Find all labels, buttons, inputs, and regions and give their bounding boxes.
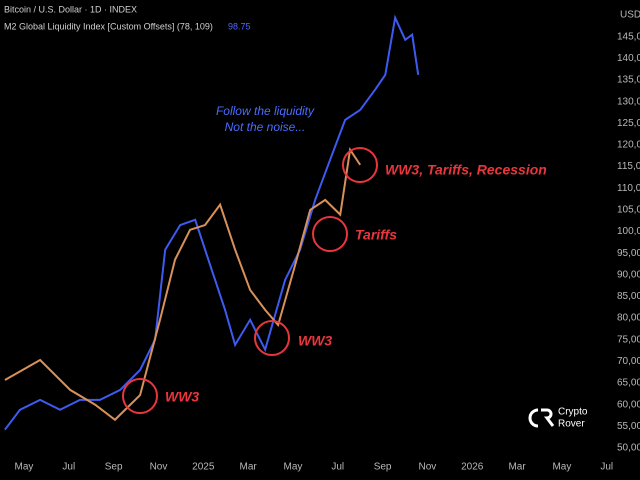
x-tick-label: May	[15, 462, 34, 473]
symbol: Bitcoin / U.S. Dollar · 1D · INDEX	[4, 4, 137, 14]
annotation: Tariffs	[355, 227, 397, 243]
y-tick-label: 115,000	[617, 161, 640, 172]
x-tick-label: Sep	[374, 462, 392, 473]
note: Follow the liquidity	[216, 104, 315, 118]
x-tick-label: Jul	[331, 462, 344, 473]
x-tick-label: 2026	[461, 462, 484, 473]
y-tick-label: 95,000	[617, 248, 640, 259]
x-tick-label: Jul	[62, 462, 75, 473]
y-tick-label: 145,000	[617, 31, 640, 42]
circles	[122, 147, 378, 414]
x-tick-label: Nov	[150, 462, 168, 473]
indicator: M2 Global Liquidity Index [Custom Offset…	[4, 21, 213, 31]
y-tick-label: 130,000	[617, 96, 640, 107]
y-tick-label: 70,000	[617, 356, 640, 367]
y-tick-label: 135,000	[617, 75, 640, 86]
y-tick-label: 80,000	[617, 313, 640, 324]
y-tick-label: 65,000	[617, 378, 640, 389]
x-tick-label: Jul	[600, 462, 613, 473]
note: Not the noise...	[225, 120, 306, 134]
x-tick-label: 2025	[192, 462, 215, 473]
logo-text: Crypto	[558, 407, 588, 418]
y-tick-label: 60,000	[617, 399, 640, 410]
x-tick-label: Mar	[508, 462, 526, 473]
annotation: WW3	[165, 389, 199, 405]
y-tick-label: 50,000	[617, 443, 640, 454]
x-tick-label: May	[552, 462, 571, 473]
series-line	[4, 147, 362, 422]
y-tick-label: 120,000	[617, 140, 640, 151]
y-tick-label: 75,000	[617, 334, 640, 345]
annotation: WW3	[298, 333, 332, 349]
indicator-value: 98.75	[228, 21, 251, 31]
y-tick-label: 55,000	[617, 421, 640, 432]
x-tick-label: Mar	[239, 462, 257, 473]
y-tick-label: 100,000	[617, 226, 640, 237]
x-tick-label: Sep	[105, 462, 123, 473]
currency: USD	[620, 10, 640, 21]
y-tick-label: 125,000	[617, 118, 640, 129]
series-line	[4, 14, 420, 431]
y-tick-label: 110,000	[617, 183, 640, 194]
y-tick-label: 105,000	[617, 205, 640, 216]
x-tick-label: May	[283, 462, 302, 473]
y-tick-label: 140,000	[617, 53, 640, 64]
y-tick-label: 90,000	[617, 269, 640, 280]
logo-text: Rover	[558, 419, 585, 430]
annotation: WW3, Tariffs, Recession	[385, 162, 547, 178]
x-tick-label: Nov	[419, 462, 437, 473]
logo: Crypto Rover	[528, 407, 588, 430]
y-tick-label: 85,000	[617, 291, 640, 302]
